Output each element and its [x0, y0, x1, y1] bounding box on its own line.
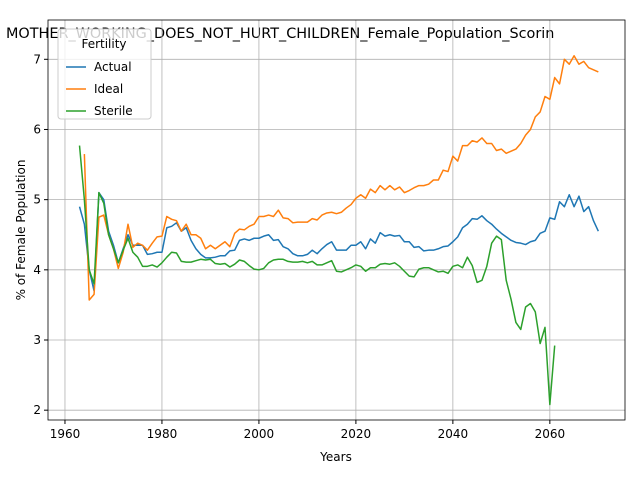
y-axis-label: % of Female Population — [14, 160, 28, 301]
legend-label: Sterile — [94, 104, 133, 118]
x-axis-label: Years — [319, 450, 352, 464]
x-tick-label: 2020 — [341, 427, 372, 441]
line — [78, 191, 600, 292]
line — [78, 145, 556, 406]
y-tick-label: 2 — [33, 403, 41, 417]
plot-frame — [47, 19, 626, 421]
y-tick-label: 7 — [33, 52, 41, 66]
x-tick-label: 1980 — [147, 427, 178, 441]
legend-title: Fertility — [81, 37, 126, 51]
x-tick-label: 2000 — [244, 427, 275, 441]
legend-box — [57, 28, 152, 120]
y-tick-label: 5 — [33, 193, 41, 207]
x-tick-label: 2040 — [438, 427, 469, 441]
y-tick-label: 4 — [33, 263, 41, 277]
x-tick-label: 2060 — [535, 427, 566, 441]
x-tick-label: 1960 — [50, 427, 81, 441]
legend-label: Actual — [94, 60, 132, 74]
y-tick-label: 6 — [33, 122, 41, 136]
y-tick-label: 3 — [33, 333, 41, 347]
legend-label: Ideal — [94, 82, 123, 96]
line — [83, 55, 599, 301]
